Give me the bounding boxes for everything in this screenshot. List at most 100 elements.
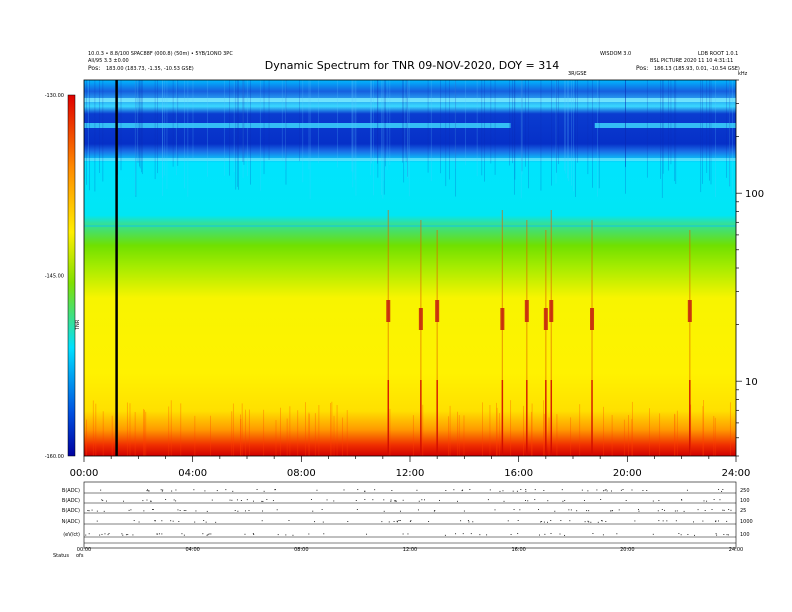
- footer-dot: [601, 520, 603, 521]
- footer-dot: [202, 533, 204, 535]
- footer-dot: [383, 499, 385, 501]
- footer-panel-label: B(ADC): [62, 488, 80, 494]
- footer-dot: [383, 510, 385, 512]
- footer-dot: [610, 490, 612, 492]
- footer-dot: [604, 489, 606, 491]
- footer-dot: [718, 489, 720, 490]
- footer-dot: [172, 520, 174, 522]
- footer-dot: [333, 500, 335, 502]
- footer-dot: [433, 510, 435, 512]
- footer-panel-frame: [83, 481, 737, 549]
- footer-dot: [323, 533, 325, 535]
- footer-dot: [601, 520, 603, 522]
- footer-dot: [538, 534, 540, 536]
- footer-dot: [185, 510, 187, 511]
- footer-dot: [292, 534, 294, 536]
- footer-dot: [127, 534, 129, 536]
- footer-dot: [721, 490, 723, 492]
- footer-dot: [409, 521, 411, 522]
- footer-dot: [272, 500, 274, 502]
- footer-dot: [194, 521, 196, 523]
- footer-bottom-label: Status: [53, 553, 69, 559]
- footer-dot: [321, 509, 323, 510]
- footer-dot: [390, 500, 392, 502]
- footer-dot: [455, 533, 457, 535]
- burst-core: [435, 300, 440, 322]
- footer-dot: [587, 490, 589, 492]
- footer-dot: [123, 500, 125, 502]
- x-tick-label: 12:00: [396, 468, 425, 479]
- footer-dot: [697, 509, 699, 511]
- x-tick-label: 00:00: [70, 468, 99, 479]
- footer-dot: [208, 533, 210, 535]
- footer-dot: [266, 499, 268, 500]
- footer-dot: [232, 490, 234, 492]
- footer-panel-value: 250: [740, 488, 750, 494]
- footer-dot: [88, 533, 90, 535]
- footer-dot: [203, 520, 205, 521]
- footer-dot: [277, 534, 279, 536]
- footer-x-label: 08:00: [294, 547, 308, 553]
- footer-dot: [381, 521, 383, 523]
- footer-dot: [312, 510, 314, 512]
- footer-x-label: 16:00: [511, 547, 525, 553]
- footer-dot: [692, 521, 694, 523]
- footer-dot: [517, 533, 519, 535]
- footer-dot: [686, 489, 688, 491]
- footer-dot: [128, 509, 130, 511]
- footer-dot: [161, 520, 163, 522]
- footer-dot: [244, 510, 246, 512]
- footer-dot: [152, 509, 154, 510]
- footer-dot: [103, 510, 105, 512]
- footer-dot: [216, 490, 218, 492]
- x-tick-label: 08:00: [287, 468, 316, 479]
- header-right-line3: 186.13 (185.93, 0.01, -10.54 GSE): [654, 66, 740, 72]
- footer-dot: [275, 489, 277, 491]
- footer-dot: [716, 534, 718, 536]
- footer-dot: [728, 509, 730, 510]
- footer-dot: [87, 510, 89, 511]
- footer-dot: [460, 520, 462, 522]
- footer-dot: [262, 500, 264, 502]
- footer-dot: [125, 534, 127, 536]
- footer-dot: [156, 533, 158, 535]
- footer-dot: [588, 510, 590, 512]
- footer-dot: [393, 521, 395, 522]
- y-axis-label: TNR: [75, 319, 81, 331]
- footer-dot: [158, 533, 160, 535]
- footer-dot: [570, 509, 572, 511]
- x-tick-label: 24:00: [722, 468, 751, 479]
- footer-dot: [231, 499, 233, 501]
- footer-dot: [372, 499, 374, 501]
- header-right-prefix: Pos:: [636, 65, 648, 72]
- footer-dot: [499, 490, 501, 492]
- footer-dot: [479, 534, 481, 536]
- footer-dot: [662, 520, 664, 522]
- footer-dot: [130, 509, 132, 511]
- footer-dot: [229, 499, 231, 501]
- footer-dot: [715, 533, 717, 535]
- footer-dot: [616, 533, 618, 535]
- burst-core: [549, 300, 554, 322]
- footer-dot: [631, 489, 633, 491]
- footer-dot: [160, 489, 162, 491]
- footer-dot: [646, 490, 648, 491]
- footer-dot: [366, 533, 368, 535]
- footer-dot: [88, 510, 90, 512]
- footer-dot: [347, 521, 349, 522]
- footer-dot: [543, 521, 545, 523]
- bright-band: [594, 123, 736, 128]
- footer-dot: [722, 509, 724, 511]
- footer-dot: [390, 499, 392, 501]
- footer-dot: [489, 489, 491, 491]
- footer-dot: [586, 510, 588, 512]
- footer-dot: [581, 489, 583, 491]
- chart-title: Dynamic Spectrum for TNR 09-NOV-2020, DO…: [265, 59, 559, 72]
- footer-dot: [550, 533, 552, 534]
- footer-dot: [256, 489, 258, 490]
- footer-dot: [138, 521, 140, 523]
- footer-dot: [642, 490, 644, 491]
- footer-dot: [154, 520, 156, 522]
- footer-dot: [715, 521, 717, 523]
- footer-dot: [181, 533, 183, 535]
